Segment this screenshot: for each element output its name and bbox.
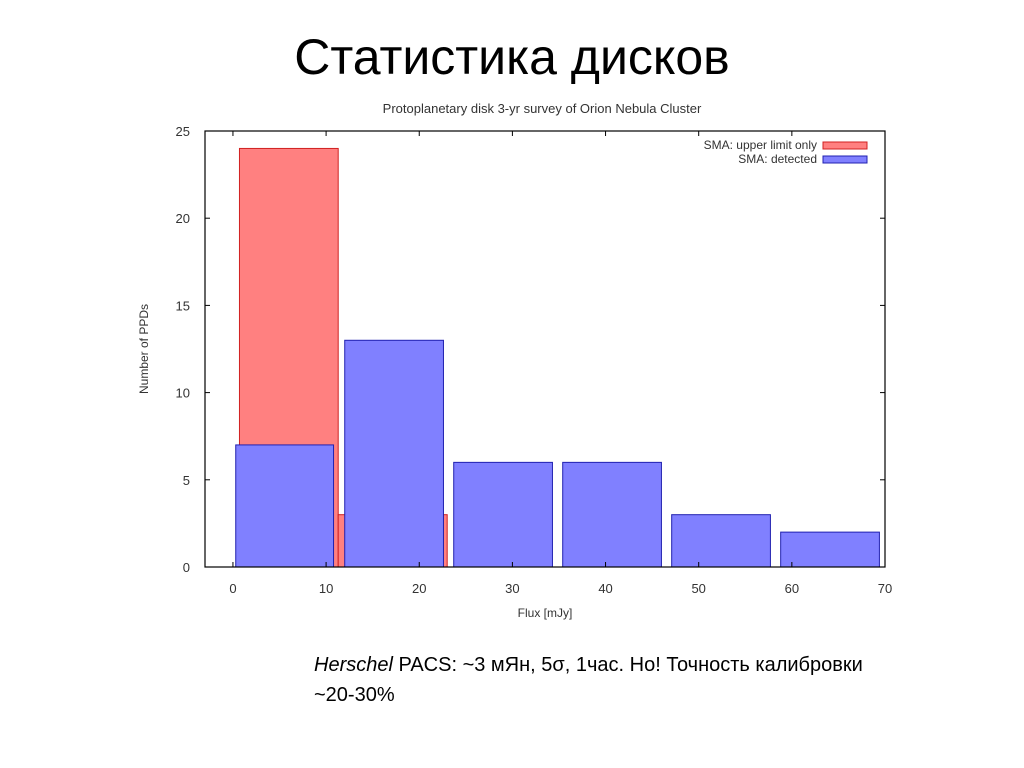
plot-frame xyxy=(204,130,886,568)
caption-italic: Herschel xyxy=(314,654,393,676)
y-tick-label: 20 xyxy=(176,211,190,226)
y-axis-label: Number of PPDs xyxy=(137,304,151,394)
detected-bar-4 xyxy=(671,514,771,568)
x-tick-label: 30 xyxy=(505,581,519,596)
detected-bar-1 xyxy=(344,339,444,568)
x-tick-label: 50 xyxy=(691,581,705,596)
x-tick-label: 40 xyxy=(598,581,612,596)
x-axis-label: Flux [mJy] xyxy=(518,606,573,620)
detected-bar-2 xyxy=(453,461,553,568)
detected-bar-5 xyxy=(780,531,880,568)
legend-label: SMA: upper limit only xyxy=(704,138,817,152)
x-tick-label: 0 xyxy=(229,581,236,596)
axis-ticks: 0 10 20 30 40 50 60 70 0 5 10 15 20 25 xyxy=(176,124,893,596)
slide-title: Статистика дисков xyxy=(294,29,730,85)
y-tick-label: 0 xyxy=(183,560,190,575)
detected-bar-0 xyxy=(235,444,335,568)
x-tick-label: 70 xyxy=(878,581,892,596)
detected-bar-3 xyxy=(562,461,662,568)
x-tick-label: 20 xyxy=(412,581,426,596)
caption-text: PACS: ~3 мЯн, 5σ, 1час. Но! Точность кал… xyxy=(314,654,863,706)
x-tick-label: 60 xyxy=(785,581,799,596)
y-tick-label: 25 xyxy=(176,124,190,139)
legend-swatch xyxy=(822,141,868,150)
y-tick-label: 5 xyxy=(183,473,190,488)
legend-label: SMA: detected xyxy=(738,152,817,166)
legend-swatch xyxy=(822,155,868,164)
histogram-chart: Protoplanetary disk 3-yr survey of Orion… xyxy=(137,101,893,620)
y-tick-label: 10 xyxy=(176,386,190,401)
detected-bars xyxy=(235,339,880,568)
chart-title: Protoplanetary disk 3-yr survey of Orion… xyxy=(383,101,702,116)
y-tick-label: 15 xyxy=(176,298,190,313)
x-tick-label: 10 xyxy=(319,581,333,596)
caption: Herschel PACS: ~3 мЯн, 5σ, 1час. Но! Точ… xyxy=(314,650,874,710)
